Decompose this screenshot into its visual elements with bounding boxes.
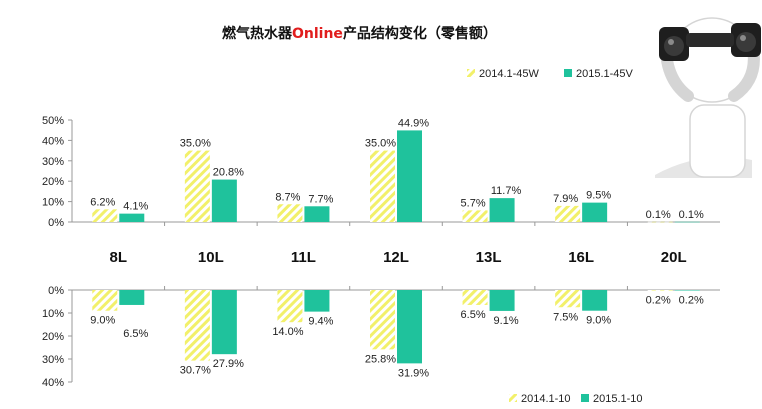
bottom-bar-2015-1-10-10l-label: 27.9% [213, 358, 244, 370]
bottom-bar-2014-1-10-13l-label: 6.5% [461, 309, 486, 321]
bottom-bar-2015-1-10-13l [489, 290, 515, 311]
top-ytick-0: 0% [48, 217, 64, 229]
bottom-bar-2014-1-10-20l [647, 290, 673, 291]
bottom-bar-2015-1-10-20l [674, 290, 700, 291]
category-label-11l: 11L [291, 249, 316, 266]
bottom-bar-2014-1-10-16l-label: 7.5% [553, 311, 578, 323]
bottom-bar-2014-1-10-11l-label: 14.0% [272, 326, 303, 338]
category-label-8l: 8L [110, 249, 128, 266]
bottom-bar-2014-1-10-13l [462, 290, 488, 305]
top-bar-2014-1-45w-16l-label: 7.9% [553, 193, 578, 205]
binoculars-person-icon [655, 17, 761, 178]
top-bar-2015-1-45v-20l [674, 221, 700, 223]
bottom-bar-2015-1-10-8l-label: 6.5% [123, 328, 148, 340]
top-ytick-50: 50% [42, 115, 64, 127]
top-bar-2014-1-45w-11l-label: 8.7% [275, 191, 300, 203]
top-bar-2015-1-45v-10l-label: 20.8% [213, 167, 244, 179]
top-bar-2014-1-45w-12l [370, 150, 395, 222]
bottom-bar-2015-1-10-12l-label: 31.9% [398, 367, 429, 379]
bottom-bar-2014-1-10-10l [184, 290, 210, 361]
bottom-bar-2014-1-10-12l [370, 290, 395, 350]
bottom-ytick-10: 10% [42, 308, 64, 320]
bottom-bar-2015-1-10-11l [304, 290, 330, 312]
top-bar-2015-1-45v-8l [119, 213, 145, 222]
top-bar-2014-1-45w-12l-label: 35.0% [365, 138, 396, 150]
bottom-bar-2014-1-10-10l-label: 30.7% [180, 365, 211, 377]
bottom-bar-2014-1-10-16l [555, 290, 581, 308]
top-bar-2015-1-45v-13l [489, 198, 515, 222]
bottom-bar-2015-1-10-11l-label: 9.4% [308, 316, 333, 328]
top-bar-2014-1-45w-13l-label: 5.7% [461, 197, 486, 209]
legend-top: 2014.1-45W 2015.1-45V [467, 68, 634, 80]
category-label-10l: 10L [198, 249, 224, 266]
legend-label-2015-10: 2015.1-10 [593, 393, 643, 405]
top-bar-2014-1-45w-8l-label: 6.2% [90, 196, 115, 208]
top-bar-2015-1-45v-11l-label: 7.7% [308, 193, 333, 205]
top-bar-2015-1-45v-13l-label: 11.7% [491, 185, 522, 197]
top-ytick-30: 30% [42, 156, 64, 168]
chart-title: 燃气热水器Online产品结构变化（零售额） [222, 25, 497, 42]
top-bar-2015-1-45v-10l [211, 179, 237, 222]
top-bar-2015-1-45v-12l-label: 44.9% [398, 117, 429, 129]
bottom-bar-2014-1-10-8l-label: 9.0% [90, 315, 115, 327]
top-bar-2014-1-45w-10l-label: 35.0% [180, 138, 211, 150]
top-bar-2014-1-45w-16l [555, 205, 581, 222]
bottom-ytick-30: 30% [42, 354, 64, 366]
top-bar-2015-1-45v-20l-label: 0.1% [679, 209, 704, 221]
bottom-bar-2014-1-10-11l [277, 290, 303, 323]
bottom-bar-2014-1-10-8l [92, 290, 118, 311]
bottom-bar-2015-1-10-12l [397, 290, 422, 364]
top-bar-2014-1-45w-10l [184, 150, 210, 222]
bottom-bar-2014-1-10-20l-label: 0.2% [646, 294, 671, 306]
bottom-bar-2015-1-10-10l [211, 290, 237, 355]
top-bar-2014-1-45w-13l [462, 210, 488, 222]
category-label-16l: 16L [568, 249, 594, 266]
bottom-bar-2015-1-10-16l [582, 290, 608, 311]
bottom-bar-2015-1-10-13l-label: 9.1% [494, 315, 519, 327]
top-bar-2015-1-45v-16l-label: 9.5% [586, 190, 611, 202]
top-bar-2015-1-45v-16l [582, 202, 608, 222]
bottom-ytick-20: 20% [42, 331, 64, 343]
legend-label-2015-45v: 2015.1-45V [576, 68, 634, 80]
top-bar-2014-1-45w-11l [277, 204, 303, 222]
plot-area: 50% 40% 30% 20% 10% 0% 6.2% 4.1% 35.0% 20.8% 8.7% 7… [42, 115, 720, 389]
bottom-ytick-40: 40% [42, 377, 64, 389]
legend-bottom: 2014.1-10 2015.1-10 [509, 393, 643, 405]
top-bar-2014-1-45w-8l [92, 209, 118, 222]
legend-label-2014-10: 2014.1-10 [521, 393, 571, 405]
top-ytick-10: 10% [42, 197, 64, 209]
top-bar-2015-1-45v-8l-label: 4.1% [123, 201, 148, 213]
legend-label-2014-45w: 2014.1-45W [479, 68, 540, 80]
bottom-bar-2015-1-10-8l [119, 290, 145, 305]
legend-swatch-2015-45v [564, 69, 572, 77]
bottom-ytick-0: 0% [48, 285, 64, 297]
bottom-bar-2015-1-10-20l-label: 0.2% [679, 294, 704, 306]
top-ytick-20: 20% [42, 176, 64, 188]
bottom-bar-2014-1-10-12l-label: 25.8% [365, 353, 396, 365]
top-bar-2015-1-45v-11l [304, 206, 330, 222]
legend-swatch-2015-10 [581, 394, 589, 402]
category-label-12l: 12L [383, 249, 409, 266]
legend-swatch-2014-45w [467, 69, 475, 77]
legend-swatch-2014-10 [509, 394, 517, 402]
category-label-13l: 13L [476, 249, 502, 266]
top-bar-2015-1-45v-12l [397, 130, 422, 222]
top-bar-2014-1-45w-20l [647, 221, 673, 223]
bottom-bar-2015-1-10-16l-label: 9.0% [586, 315, 611, 327]
top-ytick-40: 40% [42, 135, 64, 147]
top-bar-2014-1-45w-20l-label: 0.1% [646, 209, 671, 221]
category-label-20l: 20L [661, 249, 687, 266]
